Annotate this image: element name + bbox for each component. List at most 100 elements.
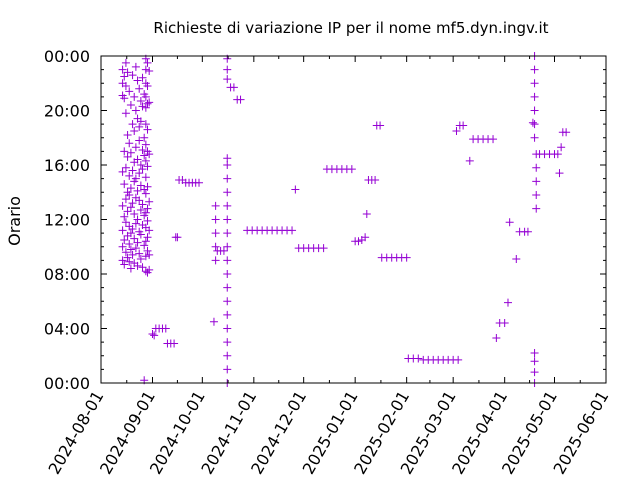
data-point	[223, 201, 232, 210]
data-point	[223, 351, 232, 360]
data-point	[161, 324, 170, 333]
data-point	[128, 225, 137, 234]
data-point	[143, 246, 152, 255]
data-point	[138, 165, 147, 174]
data-point	[229, 83, 238, 92]
data-point	[223, 310, 232, 319]
data-point	[123, 207, 132, 216]
data-point	[143, 99, 152, 108]
data-point	[361, 233, 370, 242]
data-point	[530, 349, 539, 358]
y-tick-label: 08:00	[44, 265, 90, 284]
data-point	[530, 368, 539, 377]
data-point	[223, 154, 232, 163]
data-point	[512, 255, 521, 264]
data-point	[223, 297, 232, 306]
data-point	[126, 264, 135, 273]
data-point	[140, 241, 149, 250]
y-axis-label: Orario	[5, 196, 24, 246]
data-point	[131, 244, 140, 253]
data-point	[130, 126, 139, 135]
data-point	[121, 163, 130, 172]
data-point	[135, 122, 144, 131]
data-point	[505, 218, 514, 227]
data-point	[223, 270, 232, 278]
data-point	[141, 120, 150, 129]
data-point	[223, 324, 232, 333]
data-point	[414, 354, 423, 363]
data-point	[141, 103, 150, 112]
data-point	[133, 215, 142, 224]
data-point	[125, 139, 134, 148]
data-point	[121, 58, 130, 67]
data-point	[133, 261, 142, 270]
data-point	[126, 148, 135, 157]
data-point	[371, 175, 380, 184]
data-point	[145, 66, 154, 75]
data-point	[130, 234, 139, 243]
data-point	[126, 203, 135, 212]
data-point	[489, 135, 498, 144]
y-tick-label: 00:00	[44, 374, 90, 393]
data-point	[120, 147, 129, 156]
data-point	[120, 260, 129, 269]
data-point	[128, 199, 137, 208]
data-point	[118, 201, 127, 210]
data-point	[120, 212, 129, 221]
data-point	[121, 218, 130, 227]
plot-frame	[100, 55, 607, 384]
data-point	[130, 210, 139, 219]
data-point	[319, 244, 328, 253]
data-point	[530, 79, 539, 88]
data-point	[223, 338, 232, 347]
y-tick-label: 20:00	[44, 102, 90, 121]
data-point	[195, 178, 204, 187]
data-point	[145, 226, 154, 235]
data-point	[530, 133, 539, 142]
data-point	[223, 242, 232, 251]
data-point	[223, 283, 232, 292]
data-point	[126, 245, 135, 254]
data-point	[223, 256, 232, 265]
data-point	[223, 174, 232, 183]
data-point	[354, 237, 363, 246]
data-point	[118, 242, 127, 251]
data-point	[143, 125, 152, 134]
data-point	[131, 174, 140, 183]
data-point	[120, 180, 129, 189]
data-point	[141, 252, 150, 261]
data-point	[503, 298, 512, 307]
data-point	[125, 257, 134, 266]
data-point	[125, 240, 134, 249]
data-point	[131, 143, 140, 152]
data-point	[143, 204, 152, 213]
data-point	[532, 177, 541, 186]
data-point	[138, 263, 147, 272]
data-point	[223, 229, 232, 238]
data-point	[120, 235, 129, 244]
data-point	[223, 75, 232, 84]
data-point	[118, 256, 127, 265]
data-point	[530, 106, 539, 115]
y-tick-label: 00:00	[44, 47, 90, 66]
data-point	[143, 182, 152, 191]
data-point	[123, 68, 132, 77]
data-point	[131, 62, 140, 71]
data-point	[145, 265, 154, 274]
data-point	[209, 317, 218, 326]
data-point	[130, 92, 139, 101]
data-point	[135, 169, 144, 178]
data-point	[219, 246, 228, 255]
data-point	[530, 120, 539, 129]
data-point	[133, 238, 142, 247]
y-tick-label: 16:00	[44, 156, 90, 175]
y-tick-label: 12:00	[44, 211, 90, 230]
data-point	[148, 329, 157, 338]
data-point	[118, 65, 127, 74]
data-point	[136, 230, 145, 239]
data-point	[128, 71, 137, 80]
data-point	[133, 155, 142, 164]
data-point	[143, 216, 152, 225]
data-point	[141, 237, 150, 246]
data-point	[136, 161, 145, 169]
